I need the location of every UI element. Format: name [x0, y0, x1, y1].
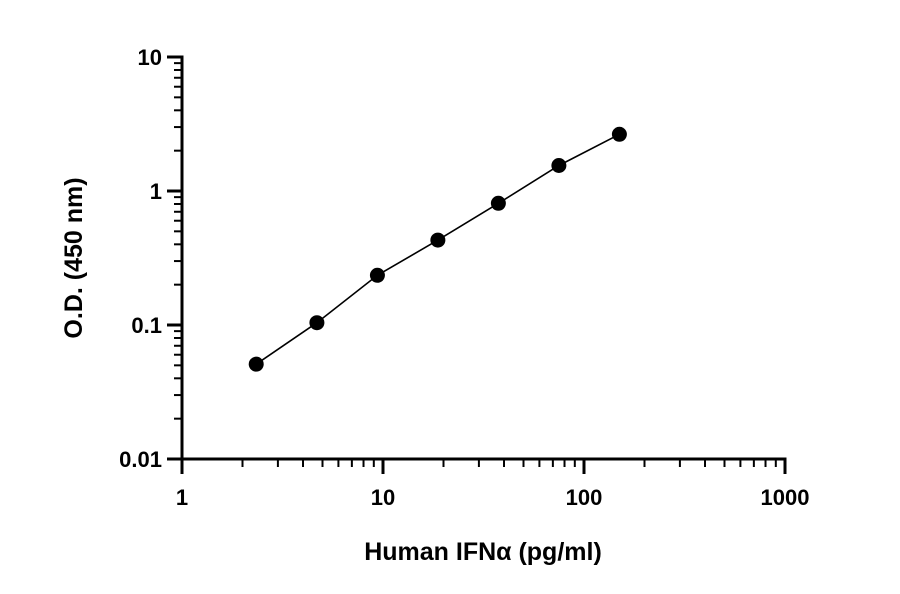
y-tick-label: 0.1: [131, 313, 162, 338]
plot-area: [248, 126, 627, 372]
y-tick-label: 1: [150, 179, 162, 204]
data-point: [551, 157, 567, 173]
x-tick-label: 10: [371, 485, 395, 510]
y-tick-label: 0.01: [119, 447, 162, 472]
data-point: [611, 126, 627, 142]
y-axis-title: O.D. (450 nm): [60, 177, 88, 338]
x-tick-label: 1: [176, 485, 188, 510]
data-point: [248, 356, 264, 372]
data-point: [430, 232, 446, 248]
data-point: [309, 315, 325, 331]
y-tick-label: 10: [138, 45, 162, 70]
data-point: [490, 195, 506, 211]
x-axis: 1 10 100 1000: [176, 457, 810, 510]
x-tick-label: 100: [566, 485, 603, 510]
y-axis: 0.01 0.1 1 10: [119, 45, 184, 472]
data-point: [369, 267, 385, 283]
x-axis-title: Human IFNα (pg/ml): [364, 538, 602, 566]
x-tick-label: 1000: [761, 485, 810, 510]
